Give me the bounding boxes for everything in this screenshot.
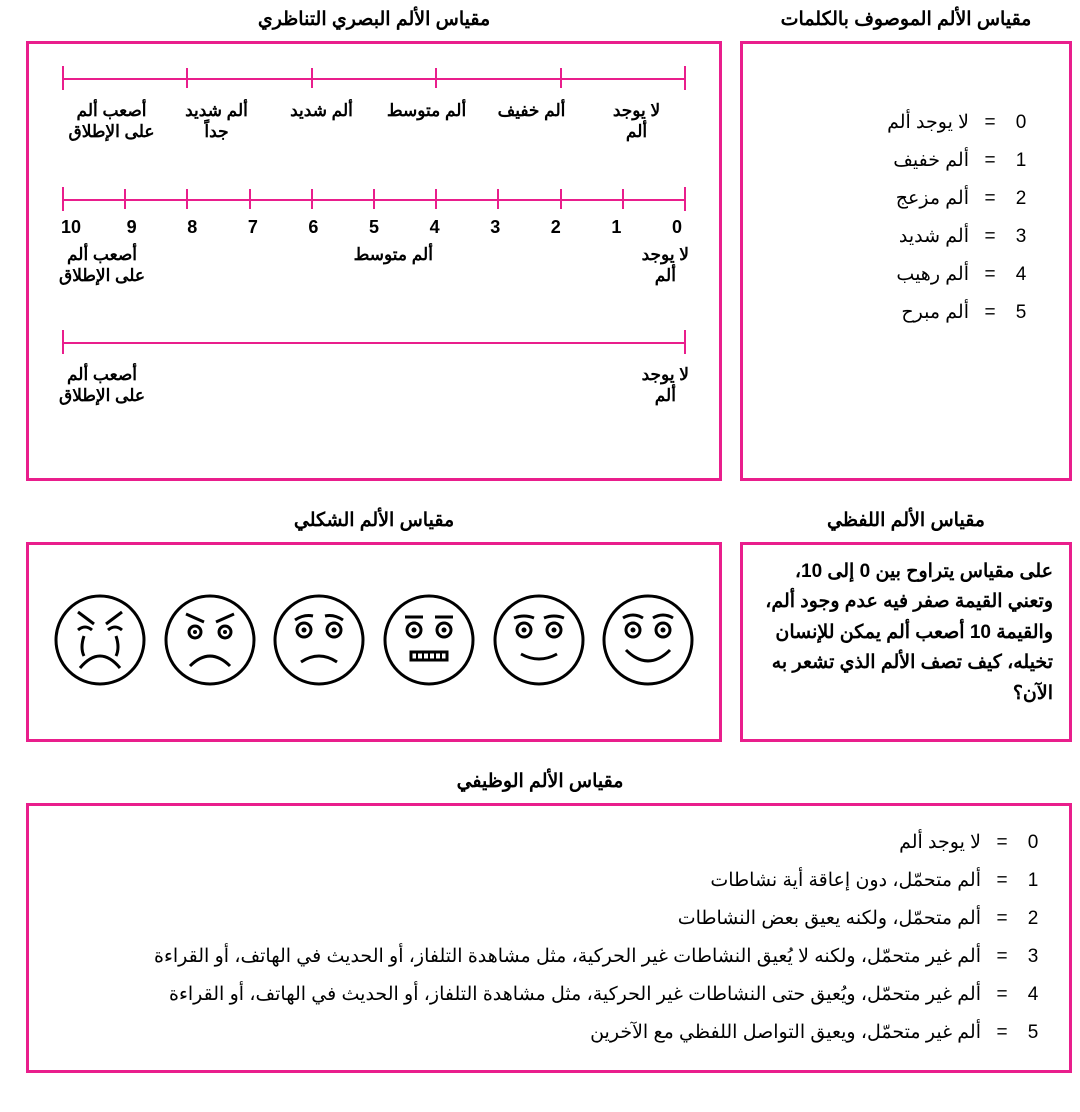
scale-b-number: 0	[665, 217, 689, 238]
scale-b-number: 8	[180, 217, 204, 238]
functional-item: 3=ألم غير متحمّل، ولكنه لا يُعيق النشاطا…	[55, 938, 1043, 976]
numeric-scale-title: مقياس الألم اللفظي	[740, 509, 1072, 532]
pain-face-icon	[50, 590, 150, 695]
scale-b-number: 3	[483, 217, 507, 238]
scale-a-label: ألم شديد	[269, 100, 374, 143]
verbal-item: 3=ألم شديد	[763, 218, 1031, 256]
scale-b-number: 5	[362, 217, 386, 238]
pain-face-icon	[379, 590, 479, 695]
pain-face-icon	[269, 590, 369, 695]
verbal-item: 5=ألم مبرح	[763, 294, 1031, 332]
verbal-scale-title: مقياس الألم الموصوف بالكلمات	[740, 8, 1072, 31]
functional-scale-panel: 0=لا يوجد ألم1=ألم متحمّل، دون إعاقة أية…	[26, 803, 1072, 1073]
visual-scale-b: 0 1 2 3 4 5 6 7 8 9 10 لا يوجدألم ألم متوسط أصعب أ…	[59, 193, 689, 287]
functional-item: 0=لا يوجد ألم	[55, 824, 1043, 862]
visual-scale-panel: لا يوجدألمألم خفيفألم متوسطألم شديدألم ش…	[26, 41, 722, 481]
functional-item: 2=ألم متحمّل، ولكنه يعيق بعض النشاطات	[55, 900, 1043, 938]
scale-a-label: ألم خفيف	[479, 100, 584, 143]
verbal-scale-panel: 0=لا يوجد ألم1=ألم خفيف2=ألم مزعج3=ألم ش…	[740, 41, 1072, 481]
scale-b-number: 9	[120, 217, 144, 238]
scale-b-label-mid: ألم متوسط	[354, 244, 433, 287]
faces-scale-panel	[26, 542, 722, 742]
numeric-scale-panel: على مقياس يتراوح بين 0 إلى 10، وتعني الق…	[740, 542, 1072, 742]
scale-b-number: 4	[423, 217, 447, 238]
functional-item: 4=ألم غير متحمّل، ويُعيق حتى النشاطات غي…	[55, 976, 1043, 1014]
verbal-item: 4=ألم رهيب	[763, 256, 1031, 294]
scale-b-number: 7	[241, 217, 265, 238]
scale-a-label: لا يوجدألم	[584, 100, 689, 143]
pain-face-icon	[489, 590, 589, 695]
verbal-item: 0=لا يوجد ألم	[763, 104, 1031, 142]
scale-b-label-right: لا يوجدألم	[642, 244, 689, 287]
functional-item: 5=ألم غير متحمّل، ويعيق التواصل اللفظي م…	[55, 1014, 1043, 1052]
scale-b-number: 10	[59, 217, 83, 238]
verbal-item: 1=ألم خفيف	[763, 142, 1031, 180]
visual-scale-a: لا يوجدألمألم خفيفألم متوسطألم شديدألم ش…	[59, 72, 689, 143]
pain-face-icon	[160, 590, 260, 695]
scale-b-number: 1	[604, 217, 628, 238]
scale-a-label: أصعب ألمعلى الإطلاق	[59, 100, 164, 143]
scale-b-number: 2	[544, 217, 568, 238]
verbal-item: 2=ألم مزعج	[763, 180, 1031, 218]
scale-a-label: ألم شديدجداً	[164, 100, 269, 143]
scale-c-label-left: أصعب ألمعلى الإطلاق	[59, 364, 145, 407]
pain-face-icon	[598, 590, 698, 695]
numeric-scale-text: على مقياس يتراوح بين 0 إلى 10، وتعني الق…	[759, 557, 1053, 709]
functional-item: 1=ألم متحمّل، دون إعاقة أية نشاطات	[55, 862, 1043, 900]
visual-scale-c: لا يوجدألم أصعب ألمعلى الإطلاق	[59, 336, 689, 407]
visual-scale-title: مقياس الألم البصري التناظري	[26, 8, 722, 31]
scale-a-label: ألم متوسط	[374, 100, 479, 143]
faces-scale-title: مقياس الألم الشكلي	[26, 509, 722, 532]
scale-b-label-left: أصعب ألمعلى الإطلاق	[59, 244, 145, 287]
scale-c-label-right: لا يوجدألم	[642, 364, 689, 407]
scale-b-number: 6	[301, 217, 325, 238]
functional-scale-title: مقياس الألم الوظيفي	[8, 770, 1072, 793]
